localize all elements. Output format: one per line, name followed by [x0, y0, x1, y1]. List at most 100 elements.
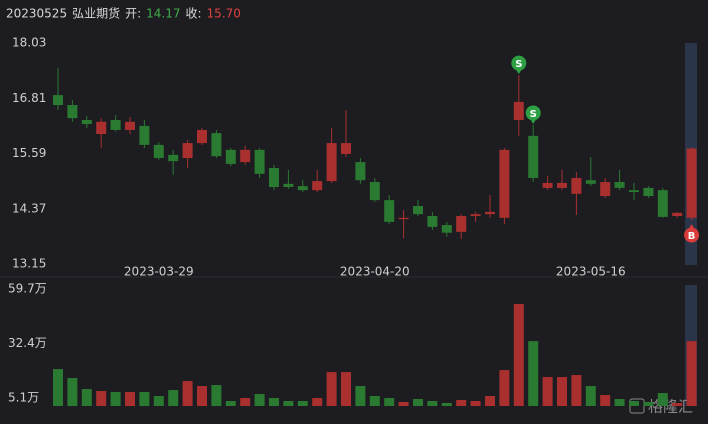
candle-body — [211, 133, 222, 157]
volume-bar — [153, 396, 164, 406]
candle-body — [110, 119, 121, 130]
volume-bar — [485, 396, 495, 406]
header-close: 15.70 — [207, 7, 241, 21]
volume-bar — [81, 389, 92, 406]
volume-bar — [182, 381, 193, 406]
candle-body — [413, 206, 423, 215]
volume-bar — [355, 386, 366, 406]
header-close-label: 收: — [186, 7, 202, 21]
volume-bar — [585, 386, 596, 406]
candle-body — [283, 183, 294, 188]
candle-body — [657, 190, 668, 217]
volume-bar — [456, 400, 467, 406]
header-open: 14.17 — [146, 7, 180, 21]
signal-circle — [684, 227, 700, 243]
volume-bar — [168, 390, 179, 406]
volume-bar — [384, 398, 395, 406]
volume-bar — [369, 396, 380, 406]
candle-body — [629, 190, 639, 192]
candle-body — [513, 101, 524, 120]
candle-body — [168, 154, 179, 162]
candle-body — [67, 105, 78, 119]
candle-body — [96, 121, 107, 135]
volume-bar — [110, 392, 121, 406]
candle-body — [427, 215, 438, 227]
candle-body — [686, 148, 697, 218]
candle-body — [369, 182, 380, 201]
y-tick-label: 14.37 — [12, 201, 46, 215]
volume-bar — [269, 398, 279, 406]
candle-body — [81, 119, 92, 125]
volume-bar — [427, 401, 438, 406]
candle-body — [269, 167, 279, 188]
volume-tick-label: 59.7万 — [8, 281, 47, 295]
candle-body — [470, 214, 481, 216]
candle-body — [355, 162, 366, 181]
volume-bar — [528, 341, 539, 406]
signal-marker: S — [511, 55, 527, 75]
header-open-label: 开: — [125, 7, 141, 21]
signal-circle — [525, 105, 541, 121]
volume-bar — [470, 401, 481, 406]
volume-bar — [53, 369, 63, 406]
volume-bar — [643, 402, 654, 406]
volume-bar — [197, 386, 207, 406]
candle-body — [225, 149, 236, 164]
volume-bar — [672, 403, 683, 406]
candle-body — [528, 135, 539, 178]
candle-body — [125, 121, 135, 130]
y-tick-label: 13.15 — [12, 257, 46, 271]
candle-body — [672, 212, 683, 216]
candle-body — [139, 125, 150, 145]
volume-bar — [557, 377, 567, 406]
candle-body — [499, 149, 510, 218]
candle-body — [456, 215, 467, 232]
volume-bar — [571, 375, 582, 406]
candle-body — [398, 217, 409, 220]
volume-bar — [297, 401, 308, 406]
candle-body — [384, 200, 395, 222]
volume-bar — [686, 341, 697, 406]
volume-bar — [240, 398, 251, 406]
candle-body — [585, 180, 596, 184]
volume-bar — [341, 372, 351, 406]
y-tick-label: 18.03 — [12, 36, 46, 50]
candle-body — [153, 144, 164, 159]
volume-bar — [312, 398, 323, 406]
candle-body — [53, 95, 63, 106]
volume-bar — [139, 392, 150, 406]
y-tick-label: 16.81 — [12, 91, 46, 105]
candle-body — [557, 182, 567, 188]
candle-body — [326, 143, 337, 182]
candle-body — [542, 182, 553, 188]
volume-bar — [326, 372, 337, 406]
candle-body — [441, 225, 452, 233]
candle-body — [643, 187, 654, 197]
volume-bar — [211, 385, 222, 406]
volume-bar — [513, 303, 524, 406]
candle-body — [571, 177, 582, 194]
signal-marker: B — [684, 224, 700, 243]
header-date: 20230525 — [6, 7, 67, 21]
signal-label: S — [515, 59, 522, 70]
candle-body — [600, 182, 611, 197]
volume-bar — [67, 378, 78, 406]
volume-bar — [283, 401, 294, 406]
header-name: 弘业期货 — [72, 6, 120, 21]
x-tick-label: 2023-05-16 — [556, 265, 626, 279]
volume-bar — [657, 393, 668, 406]
candle-body — [182, 143, 193, 159]
volume-bar — [441, 403, 452, 406]
candle-body — [197, 129, 207, 144]
volume-bar — [600, 395, 611, 406]
volume-bar — [629, 401, 639, 406]
volume-bar — [125, 392, 135, 406]
candle-body — [341, 143, 351, 154]
candle-body — [254, 149, 265, 174]
volume-bar — [499, 370, 510, 406]
volume-bar — [96, 391, 107, 406]
candle-body — [312, 181, 323, 191]
volume-bar — [542, 377, 553, 406]
candle-body — [297, 186, 308, 191]
